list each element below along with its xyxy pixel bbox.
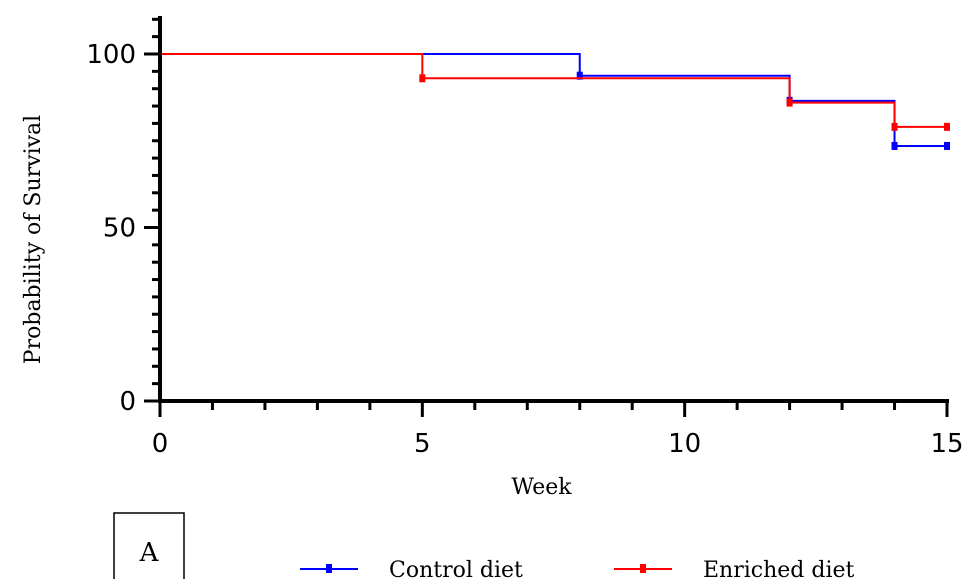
x-tick-label: 15 (930, 429, 963, 459)
panel-label: A (139, 538, 160, 568)
series-line-2 (160, 53, 947, 128)
series-line-1 (160, 53, 947, 147)
x-tick-label: 5 (414, 429, 431, 459)
censor-mark (786, 98, 793, 107)
censor-mark (576, 71, 583, 80)
censor-mark (944, 141, 950, 150)
censor-mark (891, 122, 898, 131)
y-axis-title: Probability of Survival (21, 115, 46, 364)
censor-mark (419, 74, 426, 83)
axes: 0 50 100 0 5 10 15 (86, 16, 964, 459)
legend-marker (640, 564, 646, 573)
censor-mark (944, 122, 950, 131)
y-tick-label: 100 (86, 40, 136, 70)
y-tick-label: 0 (119, 387, 136, 417)
y-ticks: 0 50 100 (86, 17, 160, 417)
y-tick-label: 50 (103, 214, 136, 244)
plot-series (160, 53, 950, 150)
x-ticks: 0 5 10 15 (152, 401, 964, 459)
x-tick-label: 10 (668, 429, 701, 459)
x-tick-label: 0 (152, 429, 169, 459)
legend-marker (326, 564, 332, 573)
legend-label: Enriched diet (703, 558, 855, 579)
legend-label: Control diet (389, 558, 523, 579)
x-axis-title: Week (511, 475, 572, 500)
legend: Control diet Enriched diet (300, 558, 855, 579)
panel-label-box: A (113, 512, 185, 579)
censor-mark (891, 141, 898, 150)
